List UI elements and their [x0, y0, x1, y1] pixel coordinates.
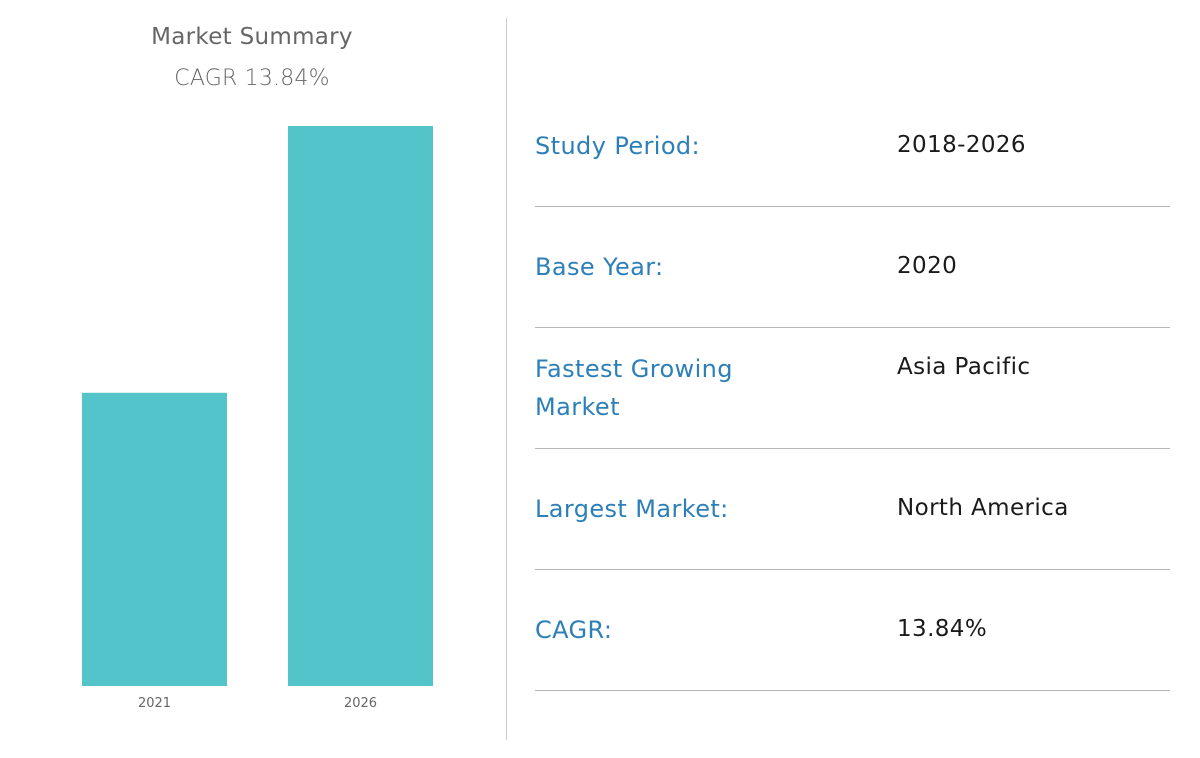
- summary-row-base-year: Base Year: 2020: [535, 207, 1170, 328]
- summary-label: Base Year:: [535, 253, 664, 281]
- summary-label: Largest Market:: [535, 495, 729, 523]
- summary-value: Asia Pacific: [897, 354, 1031, 380]
- summary-row-study-period: Study Period: 2018-2026: [535, 86, 1170, 207]
- summary-value: 2018-2026: [897, 132, 1026, 158]
- x-tick-label: 2021: [138, 696, 171, 711]
- chart-title: Market Summary: [151, 24, 353, 50]
- summary-label: Fastest Growing Market: [535, 355, 733, 421]
- bar-2021: [82, 392, 227, 686]
- market-summary-chart-panel: Market Summary CAGR 13.84% 2021 2026: [0, 0, 506, 758]
- bar-2026: [288, 126, 433, 686]
- x-tick-label: 2026: [344, 696, 377, 711]
- bar-chart: 2021 2026: [82, 126, 433, 711]
- summary-value: 2020: [897, 253, 958, 279]
- summary-row-cagr: CAGR: 13.84%: [535, 570, 1170, 691]
- summary-value: 13.84%: [897, 616, 988, 642]
- summary-label: CAGR:: [535, 616, 613, 644]
- summary-row-largest-market: Largest Market: North America: [535, 449, 1170, 570]
- summary-row-fastest-growing-market: Fastest Growing Market Asia Pacific: [535, 328, 1170, 449]
- vertical-divider: [506, 18, 507, 740]
- summary-value: North America: [897, 495, 1069, 521]
- summary-label: Study Period:: [535, 132, 701, 160]
- market-summary-table: Study Period: 2018-2026 Base Year: 2020 …: [535, 86, 1170, 691]
- chart-subtitle: CAGR 13.84%: [174, 66, 330, 91]
